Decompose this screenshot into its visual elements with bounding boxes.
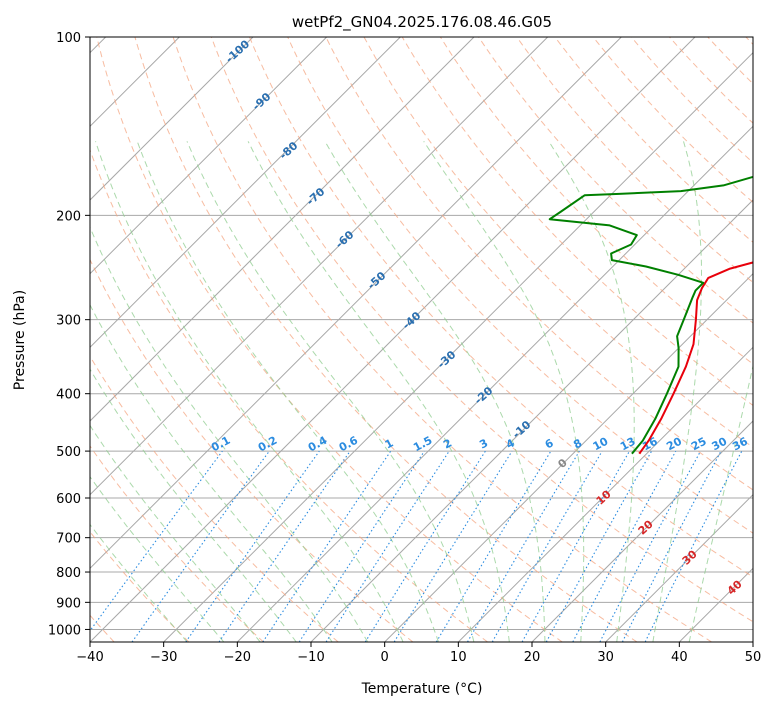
y-tick-label: 1000	[48, 623, 81, 638]
x-tick-label: −30	[150, 650, 177, 665]
x-tick-label: 40	[671, 650, 688, 665]
y-axis-label: Pressure (hPa)	[12, 290, 28, 390]
x-tick-label: 10	[450, 650, 467, 665]
x-tick-label: −20	[224, 650, 251, 665]
x-tick-label: −40	[76, 650, 103, 665]
x-tick-label: 20	[524, 650, 541, 665]
x-tick-label: 30	[597, 650, 614, 665]
y-tick-label: 300	[56, 314, 81, 329]
y-tick-label: 100	[56, 31, 81, 46]
chart-title: wetPf2_GN04.2025.176.08.46.G05	[292, 13, 552, 32]
y-tick-label: 800	[56, 566, 81, 581]
y-tick-label: 400	[56, 388, 81, 403]
y-tick-label: 500	[56, 445, 81, 460]
y-tick-label: 900	[56, 596, 81, 611]
x-tick-label: 0	[381, 650, 389, 665]
y-tick-label: 700	[56, 532, 81, 547]
y-tick-label: 600	[56, 492, 81, 507]
x-axis-label: Temperature (°C)	[361, 681, 483, 697]
x-tick-label: −10	[297, 650, 324, 665]
y-tick-label: 200	[56, 209, 81, 224]
x-tick-label: 50	[745, 650, 762, 665]
